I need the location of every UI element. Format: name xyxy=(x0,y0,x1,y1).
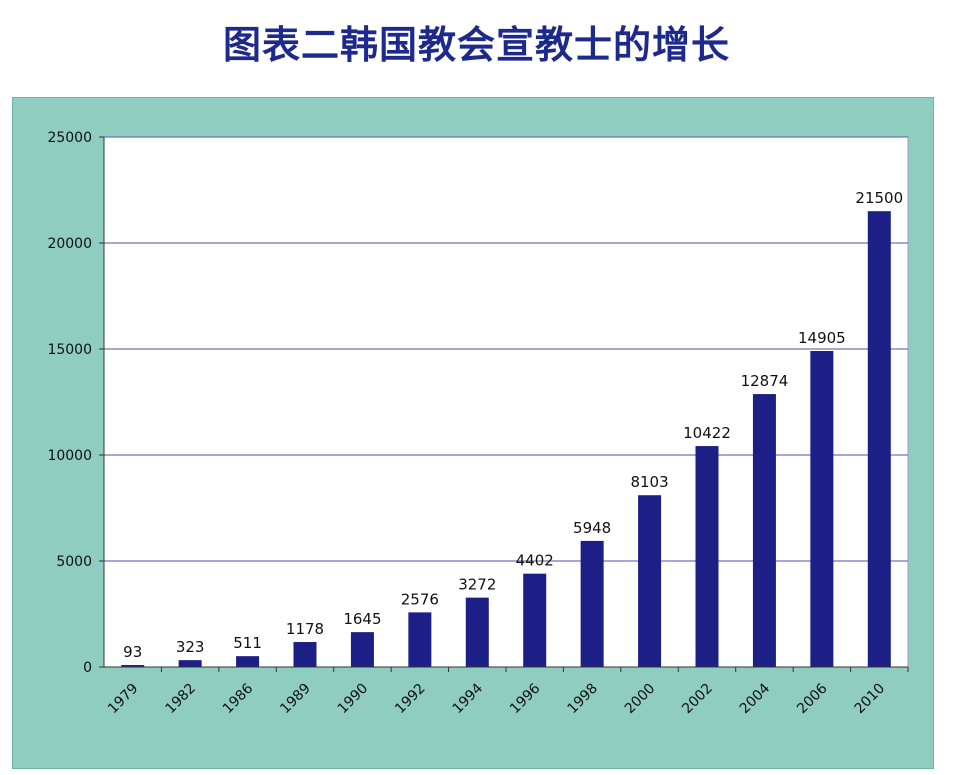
data-label: 3272 xyxy=(458,576,496,594)
bar xyxy=(695,446,719,667)
x-tick-label: 2010 xyxy=(852,681,889,718)
data-label: 12874 xyxy=(741,372,789,390)
data-label: 1645 xyxy=(343,610,381,628)
chart-title: 图表二韩国教会宣教士的增长 xyxy=(222,23,730,67)
data-label: 21500 xyxy=(855,189,903,207)
bars xyxy=(121,211,891,667)
y-axis: 0 5000 10000 15000 20000 25000 xyxy=(47,130,105,676)
bar xyxy=(293,642,317,667)
x-tick-label: 2004 xyxy=(737,680,774,717)
bar xyxy=(121,665,145,667)
data-label: 10422 xyxy=(683,424,731,442)
bar xyxy=(178,660,202,667)
data-label: 2576 xyxy=(401,590,439,608)
x-tick-label: 1992 xyxy=(392,681,429,718)
x-tick-label: 1990 xyxy=(335,681,372,718)
x-tick-label: 2006 xyxy=(794,680,831,717)
data-label: 1178 xyxy=(286,620,324,638)
bar xyxy=(408,612,432,667)
bar xyxy=(752,394,776,667)
y-tick-label: 15000 xyxy=(47,342,92,358)
bar xyxy=(810,351,834,667)
data-label: 511 xyxy=(233,634,262,652)
bar xyxy=(523,573,547,667)
x-tick-label: 1986 xyxy=(220,680,257,717)
data-label: 5948 xyxy=(573,519,611,537)
x-tick-label: 1979 xyxy=(105,681,142,718)
data-label: 93 xyxy=(123,643,142,661)
plot-area xyxy=(103,136,909,668)
data-label: 14905 xyxy=(798,329,846,347)
data-label: 4402 xyxy=(516,552,554,570)
bar xyxy=(867,211,891,667)
y-tick-label: 0 xyxy=(83,660,92,676)
x-tick-label: 1996 xyxy=(507,680,544,717)
y-tick-label: 5000 xyxy=(56,554,92,570)
bar xyxy=(350,632,374,667)
data-labels: 93 323 511 1178 1645 2576 3272 4402 5948 8103 1042… xyxy=(123,189,903,661)
bar xyxy=(465,597,489,667)
x-tick-label: 1989 xyxy=(277,681,314,718)
x-tick-label: 1982 xyxy=(162,681,199,718)
bar xyxy=(638,495,662,667)
x-tick-label: 1994 xyxy=(450,680,487,717)
x-tick-label: 2002 xyxy=(679,681,716,718)
x-tick-label: 2000 xyxy=(622,681,659,718)
bar xyxy=(580,540,604,667)
y-tick-label: 25000 xyxy=(47,130,92,146)
data-label: 8103 xyxy=(630,473,668,491)
x-axis: 1979 1982 1986 1989 1990 1992 1994 1996 1998 2000… xyxy=(104,666,909,718)
data-label: 323 xyxy=(176,638,205,656)
bar xyxy=(236,656,260,667)
y-tick-label: 10000 xyxy=(47,448,92,464)
y-tick-label: 20000 xyxy=(47,236,92,252)
x-tick-label: 1998 xyxy=(564,681,601,718)
